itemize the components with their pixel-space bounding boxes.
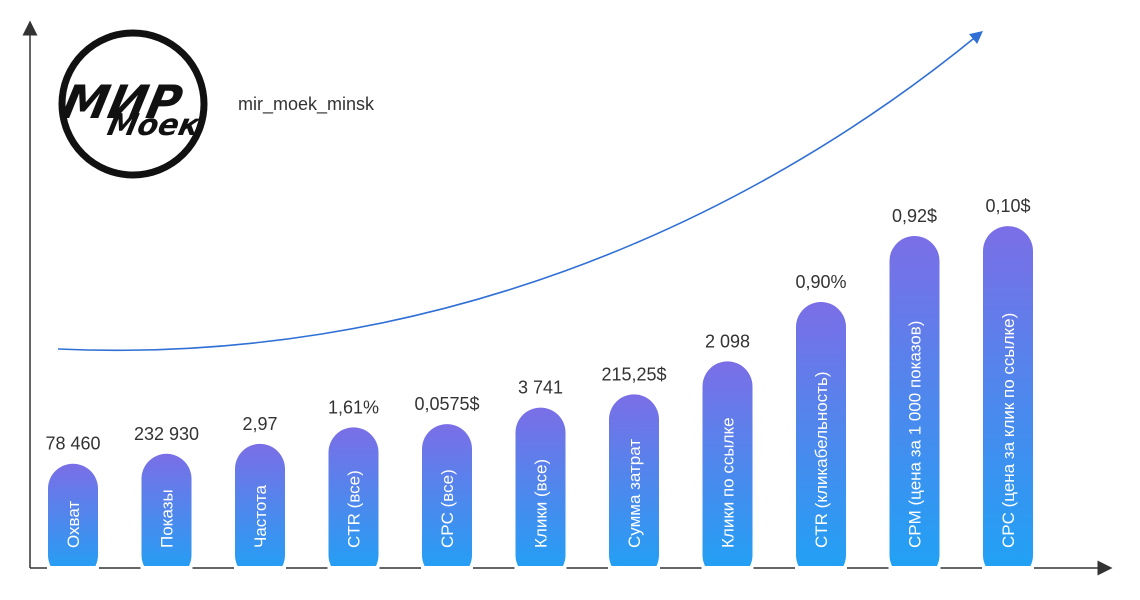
bar-value-label-8: 0,90% [795,272,846,292]
bar-3 [328,427,379,580]
bar-10 [983,226,1033,580]
bar-9 [889,236,940,580]
bar-base-mask-7 [701,566,754,582]
bar-base-mask-4 [421,566,473,582]
bar-0 [48,463,98,580]
bar-category-label-1: Показы [158,489,177,548]
bar-category-label-6: Сумма затрат [625,439,644,548]
bar-category-label-8: CTR (кликабельность) [812,372,831,549]
bar-base-mask-5 [514,566,567,582]
bar-value-label-9: 0,92$ [892,206,937,226]
bar-base-mask-10 [982,566,1034,582]
bar-category-label-10: CPC (цена за клик по ссылке) [999,313,1018,548]
bar-2 [235,443,285,580]
bar-category-label-5: Клики (все) [532,459,551,548]
bar-base-mask-0 [47,566,99,582]
bar-value-label-6: 215,25$ [601,364,666,384]
bar-category-label-7: Клики по ссылке [719,417,738,548]
bar-8 [796,302,846,580]
bar-6 [609,394,659,580]
bar-category-label-9: CPM (цена за 1 000 показов) [906,321,925,548]
bar-value-label-3: 1,61% [328,397,379,417]
bar-category-label-3: CTR (все) [345,470,364,548]
trend-curve [57,30,983,352]
bar-7 [702,361,753,580]
bar-5 [515,407,566,580]
bar-base-mask-9 [888,566,941,582]
bar-value-label-5: 3 741 [518,378,563,398]
bar-value-label-7: 2 098 [705,331,750,351]
bar-base-mask-2 [234,566,286,582]
bar-base-mask-3 [327,566,380,582]
bar-base-mask-6 [608,566,660,582]
logo-text-line2: Моек [104,108,204,143]
logo-text-line1: МИР [58,75,187,128]
bar-category-label-4: CPC (все) [438,469,457,548]
bar-base-mask-8 [795,566,847,582]
bar-1 [141,453,192,580]
bar-value-label-4: 0,0575$ [414,394,479,414]
bar-value-label-10: 0,10$ [985,196,1030,216]
bar-category-label-2: Частота [251,484,270,548]
bar-value-label-1: 232 930 [134,424,199,444]
bar-category-label-0: Охват [64,501,83,548]
bar-base-mask-1 [140,566,193,582]
bar-value-label-0: 78 460 [45,434,100,454]
bar-value-label-2: 2,97 [242,414,277,434]
bars-group: Охват 78 460 Показы 232 930 Частота 2,97 CTR (… [45,196,1034,582]
bar-4 [422,424,472,580]
brand-handle: mir_moek_minsk [238,94,375,115]
brand-logo: МИР Моек [58,29,208,179]
